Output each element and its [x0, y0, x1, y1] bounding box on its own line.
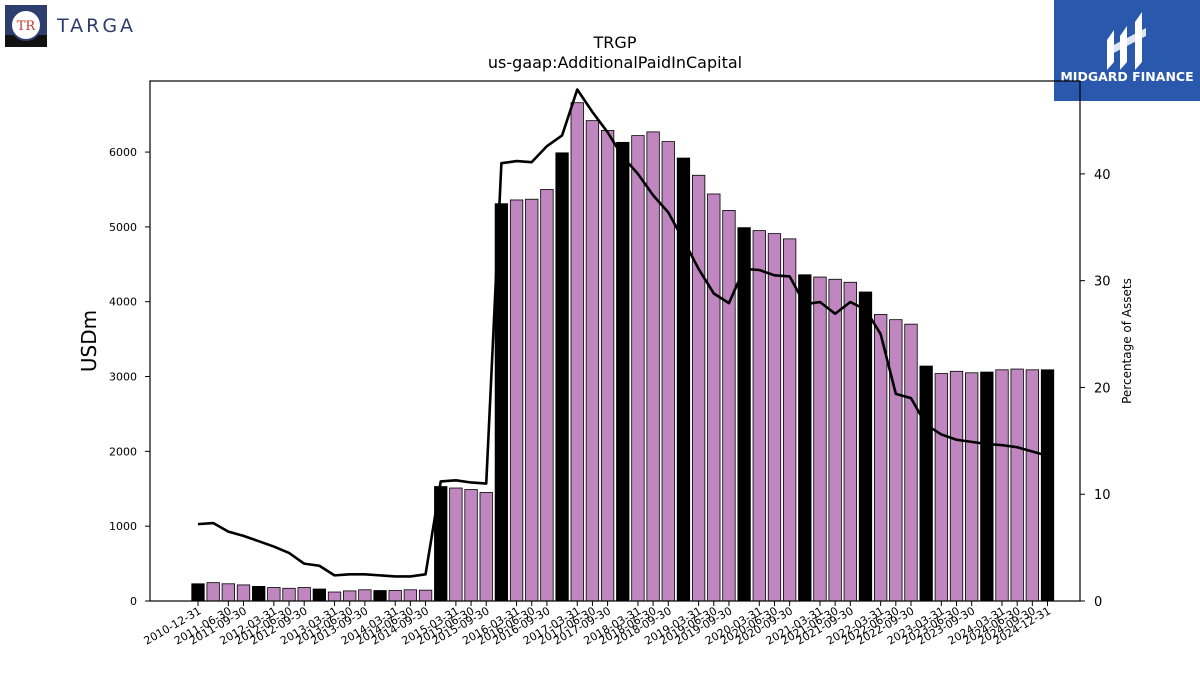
ticks-layer: 01000200030004000500060000102030402010-1… [109, 146, 1111, 647]
midgard-finance-label: MIDGARD FINANCE [1060, 69, 1193, 84]
y2-tick-label: 10 [1094, 488, 1111, 503]
bar-2020-09-30 [782, 238, 797, 602]
bar-2018-03-31 [631, 135, 645, 602]
y-axis-label: USDm [77, 310, 101, 372]
line-layer [197, 88, 1048, 578]
percentage-of-assets-line [197, 88, 1048, 578]
y-tick-label: 5000 [109, 221, 137, 234]
y-tick-label: 0 [130, 595, 137, 608]
y-tick-label: 4000 [109, 296, 137, 309]
y2-tick-label: 20 [1094, 381, 1111, 396]
bar-2011-12-31 [252, 586, 266, 602]
bar-2024-09-30 [1025, 369, 1039, 602]
bar-2017-06-30 [585, 120, 600, 602]
bar-2022-09-30 [904, 323, 918, 602]
bar-2019-09-30 [722, 210, 736, 602]
chart-title: TRGP [593, 33, 637, 52]
bar-2023-12-31 [980, 371, 994, 602]
bar-2012-09-30 [297, 587, 311, 602]
bar-2022-12-31 [919, 365, 933, 602]
bar-2023-06-30 [949, 370, 964, 602]
y-tick-label: 3000 [109, 371, 137, 384]
bar-2014-03-31 [388, 590, 402, 602]
y-tick-label: 1000 [109, 520, 137, 533]
bar-2023-03-31 [934, 373, 948, 602]
chart-subtitle: us-gaap:AdditionalPaidInCapital [488, 53, 742, 72]
bar-2017-03-31 [570, 102, 584, 602]
targa-logo: TR TARGA [5, 5, 136, 47]
bar-2016-06-30 [525, 198, 539, 602]
y2-tick-label: 40 [1094, 168, 1111, 183]
bar-2018-12-31 [676, 157, 691, 602]
bar-2012-06-30 [282, 587, 296, 602]
bar-2014-06-30 [403, 589, 418, 602]
bar-2018-06-30 [646, 131, 660, 602]
bar-2013-12-31 [373, 590, 387, 602]
y-tick-label: 6000 [109, 146, 137, 159]
bar-2021-09-30 [843, 281, 857, 602]
bar-2013-06-30 [343, 590, 357, 602]
bar-2011-06-30 [221, 583, 235, 602]
bar-2015-06-30 [464, 489, 478, 602]
targa-logo-text: TARGA [56, 15, 136, 37]
plot-frame [149, 80, 1081, 602]
bar-2016-12-31 [555, 152, 569, 602]
bar-2016-03-31 [509, 199, 524, 602]
bar-2022-03-31 [874, 314, 888, 602]
bar-2011-09-30 [236, 584, 251, 602]
bar-2022-06-30 [889, 319, 903, 602]
bar-2010-12-31 [191, 583, 205, 602]
targa-logo-mark: TR [17, 19, 37, 34]
bar-2019-03-31 [691, 174, 706, 602]
bar-2019-12-31 [737, 227, 751, 602]
y2-tick-label: 30 [1094, 275, 1111, 290]
bar-2017-12-31 [616, 141, 630, 602]
bar-2011-03-31 [206, 582, 220, 602]
bar-2024-03-31 [995, 369, 1009, 602]
bar-2016-09-30 [540, 189, 554, 602]
bar-2013-09-30 [358, 589, 372, 602]
bar-2023-09-30 [965, 372, 979, 602]
y-tick-label: 2000 [109, 445, 137, 458]
bar-2012-03-31 [267, 587, 281, 602]
bar-2019-06-30 [707, 193, 721, 602]
bar-2015-03-31 [449, 487, 463, 602]
bar-2015-09-30 [479, 492, 493, 602]
bar-2024-06-30 [1010, 368, 1024, 602]
bar-2014-09-30 [418, 589, 433, 602]
bar-2017-09-30 [600, 129, 615, 602]
bars-layer [191, 102, 1055, 602]
y2-axis-label: Percentage of Assets [1120, 278, 1134, 404]
bar-2021-12-31 [858, 291, 873, 602]
bar-2021-06-30 [828, 278, 842, 602]
midgard-finance-badge: MIDGARD FINANCE [1054, 0, 1200, 101]
bar-2020-12-31 [798, 274, 812, 602]
bar-2024-12-31 [1040, 369, 1055, 602]
bar-2012-12-31 [312, 588, 327, 602]
bar-2021-03-31 [813, 276, 827, 602]
midgard-logo-icon [1107, 12, 1146, 70]
y2-tick-label: 0 [1094, 595, 1102, 610]
bar-2013-03-31 [327, 591, 342, 602]
bar-2020-06-30 [767, 233, 782, 602]
bar-2020-03-31 [752, 230, 766, 602]
